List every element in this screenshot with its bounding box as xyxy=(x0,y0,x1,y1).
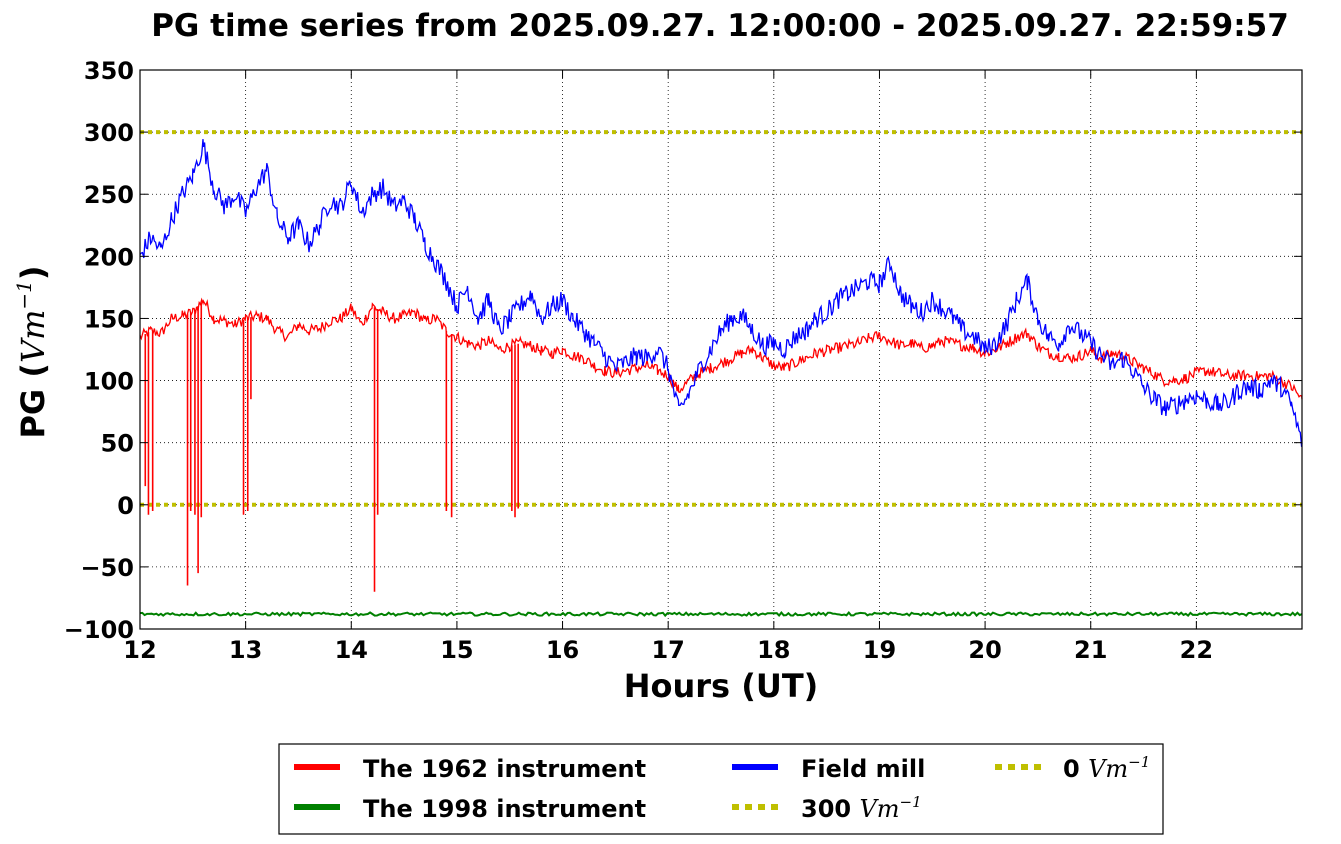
x-axis-ticks: 12 13 14 15 16 17 18 19 20 21 22 xyxy=(123,70,1213,664)
y-axis-ticks: 350 300 250 200 150 100 50 0 −50 −100 xyxy=(64,57,1302,644)
legend-label-300-unit: Vm xyxy=(859,795,899,823)
legend-item-300: 300 Vm−1 xyxy=(732,793,922,823)
y-tick-label: −100 xyxy=(64,616,134,644)
series-line-field-mill xyxy=(139,139,1303,447)
plot-frame xyxy=(139,69,1303,630)
y-tick-label: −50 xyxy=(80,554,134,582)
y-axis-label-prefix: PG ( xyxy=(14,363,52,438)
legend-label-300-exp: −1 xyxy=(900,793,922,811)
legend-label-1998: The 1998 instrument xyxy=(363,795,646,823)
x-tick-label: 14 xyxy=(335,636,368,664)
y-axis-label-unit: Vm xyxy=(14,310,52,363)
y-axis-label: PG (Vm−1) xyxy=(12,265,52,438)
x-tick-label: 18 xyxy=(757,636,790,664)
legend-item-1962: The 1962 instrument xyxy=(294,755,646,783)
y-axis-label-suffix: ) xyxy=(14,265,52,280)
legend-label-0-value: 0 xyxy=(1063,755,1088,783)
x-tick-label: 13 xyxy=(229,636,262,664)
y-axis-label-exponent: −1 xyxy=(12,280,36,309)
y-tick-label: 0 xyxy=(117,492,134,520)
y-tick-label: 150 xyxy=(84,305,134,333)
y-tick-label: 350 xyxy=(84,57,134,85)
legend: The 1962 instrument The 1998 instrument … xyxy=(278,743,1164,835)
x-tick-label: 15 xyxy=(440,636,473,664)
x-tick-label: 22 xyxy=(1180,636,1213,664)
legend-label-0-unit: Vm xyxy=(1088,755,1128,783)
series-layer xyxy=(139,130,1303,618)
legend-item-field-mill: Field mill xyxy=(732,755,925,783)
legend-item-1998: The 1998 instrument xyxy=(294,795,646,823)
x-tick-label: 20 xyxy=(968,636,1001,664)
y-tick-label: 300 xyxy=(84,119,134,147)
y-tick-label: 200 xyxy=(84,243,134,271)
series-line-the-1998-instrument xyxy=(139,611,1303,618)
legend-label-field-mill: Field mill xyxy=(801,755,925,783)
x-tick-label: 17 xyxy=(651,636,684,664)
x-tick-label: 21 xyxy=(1074,636,1107,664)
y-tick-label: 250 xyxy=(84,181,134,209)
x-tick-label: 19 xyxy=(863,636,896,664)
legend-item-0: 0 Vm−1 xyxy=(995,753,1150,783)
x-tick-label: 16 xyxy=(546,636,579,664)
series-line-the-1962-instrument xyxy=(139,297,1303,400)
legend-label-0: 0 Vm−1 xyxy=(1063,753,1150,783)
legend-label-0-exp: −1 xyxy=(1128,753,1150,771)
legend-label-300: 300 Vm−1 xyxy=(801,793,922,823)
grid-lines xyxy=(140,70,1302,629)
chart-title: PG time series from 2025.09.27. 12:00:00… xyxy=(151,8,1289,44)
y-tick-label: 100 xyxy=(84,368,134,396)
x-axis-label: Hours (UT) xyxy=(624,667,819,705)
x-tick-label: 12 xyxy=(123,636,156,664)
legend-box xyxy=(278,743,1164,835)
legend-label-300-value: 300 xyxy=(801,795,859,823)
legend-label-1962: The 1962 instrument xyxy=(363,755,646,783)
y-tick-label: 50 xyxy=(101,430,134,458)
